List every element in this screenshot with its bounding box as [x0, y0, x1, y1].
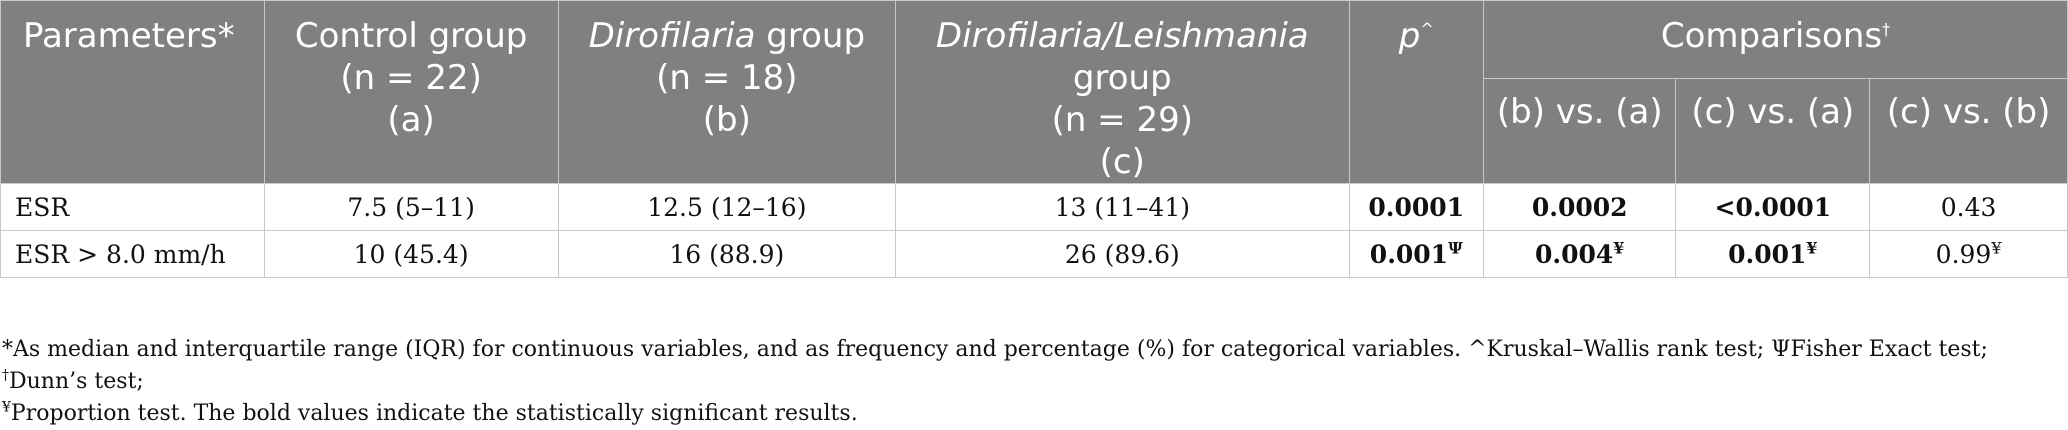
header-comparisons: Comparisons†: [1482, 0, 2068, 79]
row-label: ESR > 8.0 mm/h: [0, 230, 265, 278]
results-table-container: Parameters* Control group (n = 22) (a) D…: [0, 0, 2068, 278]
header-dirofilaria-leishmania-group: Dirofilaria/Leishmania group (n = 29) (c…: [895, 0, 1350, 184]
cell-c-vs-b: 0.99¥: [1869, 230, 2068, 278]
header-c-vs-b: (c) vs. (b): [1869, 77, 2068, 185]
dl-n: (n = 29): [1051, 100, 1194, 140]
results-table: Parameters* Control group (n = 22) (a) D…: [0, 0, 2068, 278]
cell-dirofilaria-leishmania: 26 (89.6): [895, 230, 1350, 278]
control-letter: (a): [387, 100, 435, 140]
cell-c-vs-a: <0.0001: [1675, 183, 1871, 231]
header-dirofilaria-group: Dirofilaria group (n = 18) (b): [557, 0, 897, 184]
cell-p: 0.0001: [1348, 183, 1484, 231]
header-parameters: Parameters*: [0, 0, 265, 184]
cell-c-vs-a: 0.001¥: [1675, 230, 1871, 278]
dirofilaria-title-rest: group: [755, 16, 866, 56]
cell-control: 10 (45.4): [263, 230, 559, 278]
dl-title-italic: Dirofilaria/Leishmania: [935, 16, 1309, 56]
cell-b-vs-a: 0.004¥: [1482, 230, 1677, 278]
row-label: ESR: [0, 183, 265, 231]
header-b-vs-a: (b) vs. (a): [1482, 77, 1677, 185]
footnote-line-1: *As median and interquartile range (IQR)…: [2, 337, 1988, 394]
dirofilaria-n: (n = 18): [656, 58, 798, 98]
dirofilaria-letter: (b): [702, 100, 751, 140]
cell-dirofilaria: 12.5 (12–16): [557, 183, 897, 231]
dl-title-rest: group: [1072, 58, 1172, 98]
footnote-line-2: ¥Proportion test. The bold values indica…: [2, 399, 858, 426]
table-row: ESR > 8.0 mm/h 10 (45.4) 16 (88.9) 26 (8…: [0, 230, 2068, 278]
control-title: Control group: [294, 16, 528, 56]
cell-dirofilaria-leishmania: 13 (11–41): [895, 183, 1350, 231]
table-row: ESR 7.5 (5–11) 12.5 (12–16) 13 (11–41) 0…: [0, 183, 2068, 231]
table-body: ESR 7.5 (5–11) 12.5 (12–16) 13 (11–41) 0…: [0, 183, 2068, 278]
header-c-vs-a: (c) vs. (a): [1675, 77, 1871, 185]
table-footnote: *As median and interquartile range (IQR)…: [0, 334, 2062, 430]
cell-b-vs-a: 0.0002: [1482, 183, 1677, 231]
cell-p: 0.001Ψ: [1348, 230, 1484, 278]
dl-letter: (c): [1099, 142, 1145, 182]
header-control-group: Control group (n = 22) (a): [263, 0, 559, 184]
table-header: Parameters* Control group (n = 22) (a) D…: [0, 0, 2068, 185]
cell-c-vs-b: 0.43: [1869, 183, 2068, 231]
header-p-value: p^: [1348, 0, 1484, 184]
dirofilaria-title-italic: Dirofilaria: [588, 16, 756, 56]
cell-control: 7.5 (5–11): [263, 183, 559, 231]
cell-dirofilaria: 16 (88.9): [557, 230, 897, 278]
control-n: (n = 22): [340, 58, 482, 98]
